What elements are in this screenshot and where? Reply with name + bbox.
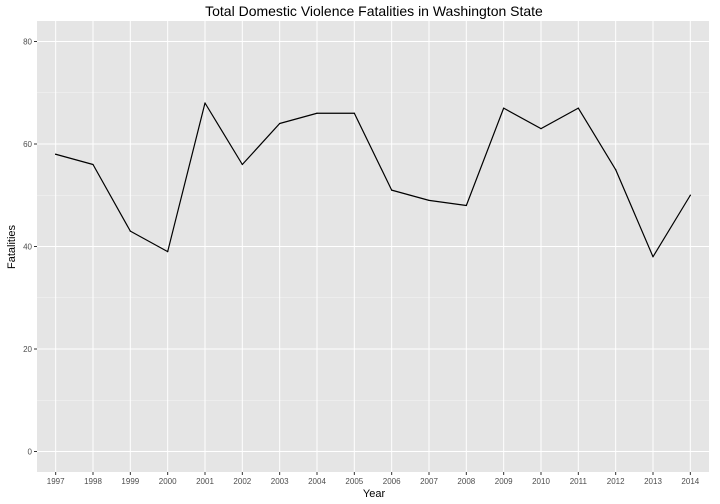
x-tick-label: 2000	[159, 477, 177, 486]
x-tick-label: 1998	[84, 477, 102, 486]
x-tick-label: 1999	[121, 477, 139, 486]
x-axis: 1997 1998 1999 2000 2001 2002 2003 2004 2005 2006…	[47, 472, 700, 486]
y-tick-label: 60	[23, 140, 32, 149]
data-point	[465, 204, 467, 207]
x-tick-label: 2013	[644, 477, 662, 486]
y-tick-label: 80	[23, 38, 32, 47]
x-tick-label: 2004	[308, 477, 326, 486]
data-point	[129, 230, 131, 232]
x-tick-label: 2002	[233, 477, 251, 486]
x-tick-label: 2003	[271, 477, 289, 486]
x-tick-label: 2014	[681, 477, 699, 486]
data-point	[167, 251, 169, 253]
data-point	[689, 194, 691, 196]
minor-gridlines	[37, 92, 709, 401]
data-point	[279, 122, 281, 125]
y-axis-label: Fatalities	[6, 224, 18, 269]
data-point	[55, 153, 57, 155]
x-tick-label: 2001	[196, 477, 214, 486]
data-point	[577, 107, 579, 109]
data-point	[615, 169, 617, 171]
series-line	[55, 102, 691, 258]
x-tick-label: 1997	[47, 477, 65, 486]
series-layer	[55, 102, 691, 258]
major-gridlines	[37, 21, 709, 472]
data-point	[652, 256, 654, 258]
y-tick-label: 0	[28, 448, 33, 457]
data-point	[428, 199, 430, 201]
data-point	[316, 112, 318, 114]
chart-title: Total Domestic Violence Fatalities in Wa…	[205, 3, 543, 19]
x-tick-label: 2007	[420, 477, 438, 486]
x-tick-label: 2008	[457, 477, 475, 486]
data-point	[92, 163, 94, 166]
data-point	[241, 163, 243, 166]
x-tick-label: 2011	[570, 477, 588, 486]
y-axis: 0 20 40 60 80	[23, 38, 37, 457]
data-point	[391, 189, 393, 191]
x-tick-label: 2005	[345, 477, 363, 486]
x-axis-label: Year	[363, 488, 386, 500]
x-tick-label: 2010	[532, 477, 550, 486]
y-tick-label: 40	[23, 243, 32, 252]
x-tick-label: 2009	[495, 477, 513, 486]
y-tick-label: 20	[23, 345, 32, 354]
data-point	[503, 107, 505, 109]
data-point	[540, 128, 542, 130]
data-point	[353, 112, 355, 114]
x-tick-label: 2012	[607, 477, 625, 486]
x-tick-label: 2006	[383, 477, 401, 486]
data-point	[204, 102, 206, 104]
